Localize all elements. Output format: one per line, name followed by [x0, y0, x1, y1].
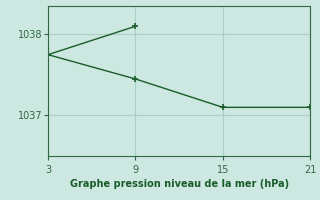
- X-axis label: Graphe pression niveau de la mer (hPa): Graphe pression niveau de la mer (hPa): [70, 179, 289, 189]
